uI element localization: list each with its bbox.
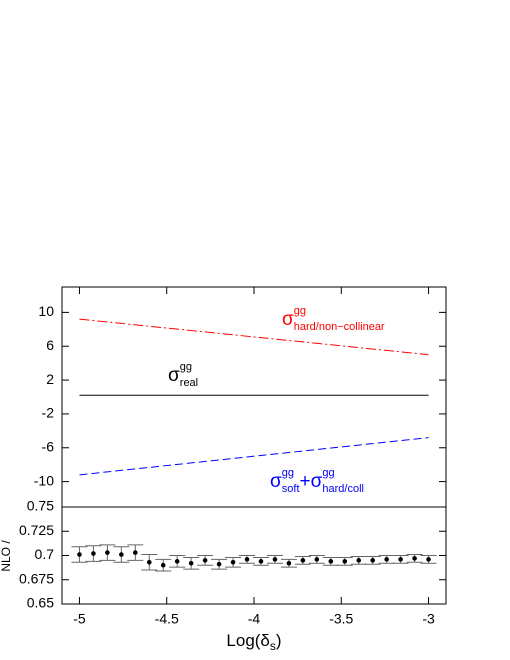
y-tick-label: 0.75 (27, 498, 54, 514)
text-base: +σ (300, 471, 323, 492)
x-tick-label: -5 (73, 611, 86, 627)
point (160, 562, 166, 568)
superscript: gg (180, 361, 192, 373)
rich-text: σgg hard/non−collinear (282, 305, 385, 333)
text-base: Log(δ (226, 631, 270, 650)
point (258, 559, 264, 564)
point (370, 558, 375, 563)
rich-text: σgg real (168, 361, 198, 389)
text-base: ) (276, 631, 282, 650)
point (202, 558, 208, 563)
y-tick-label: 0.7 (35, 546, 55, 562)
point (314, 557, 320, 562)
point (105, 550, 110, 555)
y-tick-label: 10 (38, 303, 54, 319)
y-tick-label: 2 (46, 371, 54, 387)
x-tick-label: -3 (422, 611, 435, 627)
point (328, 559, 334, 564)
point (188, 560, 194, 566)
x-tick-label: -4 (248, 611, 261, 627)
point (216, 561, 222, 567)
point (119, 552, 124, 557)
point (342, 559, 348, 564)
y-tick-label: -6 (42, 438, 55, 454)
point (412, 556, 417, 561)
line-series (79, 318, 429, 356)
point (286, 560, 292, 566)
x-tick-label: -4.5 (155, 611, 179, 627)
y-axis-label: NLO / (0, 540, 13, 572)
rich-text: σgg soft+σgg hard/coll (270, 467, 364, 495)
subscript: real (180, 377, 198, 389)
line-series (79, 437, 429, 476)
point (91, 551, 96, 556)
point (174, 559, 180, 564)
subscript: soft (282, 483, 300, 495)
y-tick-label: 0.725 (19, 522, 54, 538)
y-tick-label: 0.675 (19, 570, 54, 586)
point (384, 557, 389, 562)
text-base: σ (168, 365, 180, 386)
point (244, 557, 250, 562)
x-axis-label: Log(δs) (226, 631, 281, 653)
y-tick-label: 0.65 (27, 595, 54, 611)
subscript: s (270, 639, 276, 653)
point (398, 557, 403, 562)
superscript: gg (282, 467, 294, 479)
point (426, 557, 431, 562)
point (146, 559, 152, 565)
superscript: gg (322, 467, 334, 479)
superscript: gg (294, 305, 306, 317)
x-tick-label: -3.5 (329, 611, 353, 627)
point (356, 558, 362, 563)
y-tick-label: -10 (34, 472, 54, 488)
point (133, 550, 138, 555)
y-tick-label: 6 (46, 337, 54, 353)
subscript: hard/coll (322, 483, 364, 495)
text-base: σ (282, 309, 294, 330)
point (77, 552, 82, 557)
point (230, 559, 236, 565)
top-frame (61, 286, 447, 508)
y-tick-label: -2 (42, 405, 55, 421)
subscript: hard/non−collinear (294, 321, 385, 333)
point (272, 557, 278, 562)
text-base: σ (270, 471, 282, 492)
point (300, 558, 306, 563)
